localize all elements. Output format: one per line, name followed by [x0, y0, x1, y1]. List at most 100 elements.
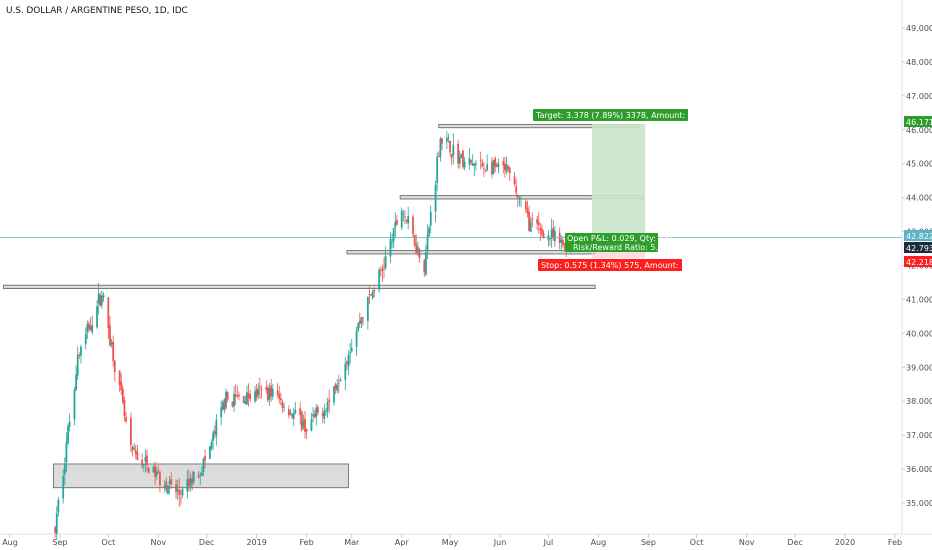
- candle-body: [225, 391, 227, 408]
- candle-body: [147, 467, 150, 473]
- candle-body: [167, 485, 169, 494]
- candle-body: [238, 394, 240, 397]
- candle-body: [520, 198, 522, 200]
- candle-body: [304, 418, 306, 432]
- position-labels: Target: 3.378 (7.89%) 3378, Amount: 2466…: [533, 109, 721, 271]
- candle-body: [334, 384, 337, 390]
- candle-body: [96, 306, 98, 328]
- candle-body: [168, 481, 171, 484]
- candle-body: [80, 346, 82, 356]
- x-tick-label: Sep: [641, 538, 656, 547]
- candle-body: [123, 399, 126, 416]
- candle-body: [428, 227, 431, 237]
- y-tick-label: 48.000: [906, 58, 932, 67]
- candle-body: [368, 294, 371, 296]
- candle-body: [495, 164, 498, 167]
- candle-body: [528, 211, 530, 231]
- candle-body: [436, 156, 439, 184]
- profit-zone[interactable]: [591, 123, 646, 239]
- open-pnl-label: Open P&L: 0.029, Qty: 434: [567, 234, 674, 243]
- candle-body: [84, 333, 87, 345]
- candle-body: [231, 401, 234, 407]
- candle-body: [429, 211, 432, 226]
- candle-body: [281, 402, 284, 408]
- candle-body: [189, 478, 192, 488]
- candle-body: [391, 241, 393, 243]
- x-tick-label: Mar: [344, 538, 360, 547]
- candle-body: [370, 294, 372, 296]
- candle-body: [315, 407, 318, 417]
- candle-body: [542, 233, 545, 239]
- x-tick-label: Oct: [101, 538, 115, 547]
- candle-body: [402, 213, 405, 215]
- candle-body: [118, 370, 121, 385]
- candle-body: [413, 234, 416, 246]
- candle-body: [199, 474, 202, 476]
- candle-body: [471, 163, 474, 166]
- candle-body: [260, 388, 263, 390]
- candle-body: [474, 163, 477, 165]
- candle-body: [289, 412, 292, 415]
- candle-body: [507, 166, 510, 169]
- candle-body: [210, 441, 213, 449]
- candle-body: [445, 137, 448, 142]
- candle-body: [91, 324, 94, 333]
- candle-body: [283, 406, 285, 408]
- candle-body: [550, 229, 553, 239]
- stop-label-bg: [538, 259, 682, 271]
- candle-body: [400, 210, 403, 228]
- candle-body: [113, 360, 116, 372]
- candle-body: [481, 162, 484, 167]
- candle-body: [265, 387, 268, 390]
- candle-body: [221, 402, 224, 410]
- candle-body: [325, 411, 327, 413]
- candle-body: [208, 446, 211, 459]
- x-tick-label: Feb: [300, 538, 314, 547]
- candle-body: [54, 527, 57, 533]
- candle-body: [358, 320, 361, 324]
- candle-body: [407, 216, 410, 224]
- candle-body: [323, 410, 326, 419]
- candle-body: [313, 413, 316, 418]
- candle-body: [513, 176, 516, 185]
- candle-body: [463, 161, 466, 168]
- candle-body: [157, 472, 160, 474]
- candle-body: [234, 394, 237, 397]
- candle-body: [529, 221, 532, 232]
- stop-price-tag: 42.218: [906, 258, 932, 267]
- candle-body: [418, 249, 421, 259]
- candle-body: [247, 393, 250, 398]
- candle-body: [416, 246, 419, 252]
- candle-body: [491, 161, 493, 175]
- candle-body: [276, 390, 279, 395]
- candle-body: [381, 268, 384, 271]
- y-tick-label: 49.000: [906, 24, 932, 33]
- candle-body: [392, 228, 395, 242]
- candle-body: [449, 140, 451, 153]
- candle-body: [531, 218, 534, 221]
- candle-body: [518, 197, 521, 200]
- y-tick-label: 39.000: [906, 363, 932, 372]
- candle-body: [468, 158, 471, 165]
- candle-body: [165, 481, 168, 491]
- candle-body: [112, 341, 115, 361]
- candle-body: [233, 393, 235, 407]
- candle-body: [479, 160, 482, 162]
- candle-body: [326, 402, 329, 412]
- candle-body: [278, 393, 281, 399]
- x-tick-label: Apr: [395, 538, 410, 547]
- candle-body: [99, 295, 102, 306]
- y-tick-label: 36.000: [906, 465, 932, 474]
- candle-body: [212, 432, 215, 441]
- x-tick-label: Dec: [787, 538, 802, 547]
- candle-body: [223, 399, 226, 411]
- y-tick-label: 40.000: [906, 329, 932, 338]
- candle-body: [155, 470, 158, 476]
- candle-body: [163, 485, 166, 489]
- crosshair-price-tag: 42.822: [906, 232, 932, 241]
- candle-body: [473, 163, 476, 166]
- candle-body: [88, 323, 90, 330]
- chart-title: U.S. DOLLAR / ARGENTINE PESO, 1D, IDC: [6, 6, 188, 16]
- candle-body: [316, 407, 319, 413]
